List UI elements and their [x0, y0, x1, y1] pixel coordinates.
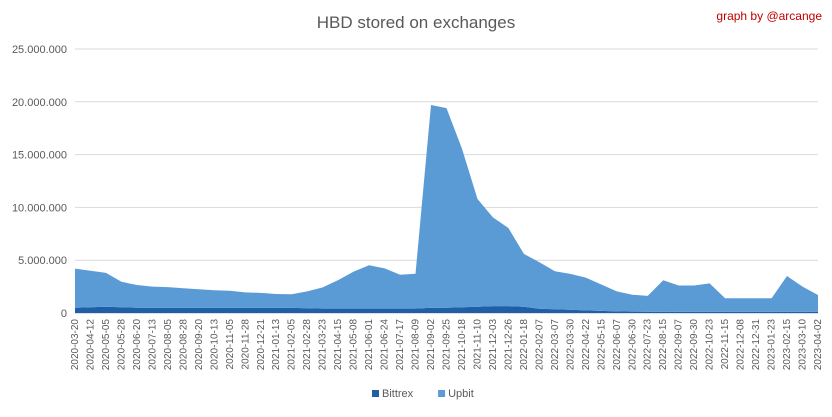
- x-tick-label: 2020-06-20: [132, 319, 143, 371]
- legend-swatch: [438, 390, 446, 397]
- x-tick-label: 2022-01-18: [519, 319, 530, 371]
- x-tick-label: 2023-01-23: [767, 319, 778, 371]
- chart-title: HBD stored on exchanges: [317, 13, 515, 32]
- legend-item-upbit: Upbit: [438, 388, 474, 400]
- x-tick-label: 2023-03-10: [798, 319, 809, 371]
- series-area-bittrex: [75, 306, 818, 313]
- x-tick-label: 2021-02-05: [287, 319, 298, 371]
- y-axis-ticks: 0 5.000.000 10.000.000 15.000.000 20.000.000…: [12, 44, 67, 320]
- x-tick-label: 2022-04-22: [581, 319, 592, 371]
- x-tick-label: 2021-06-01: [364, 319, 375, 371]
- x-tick-label: 2020-05-05: [101, 319, 112, 371]
- y-tick-label: 20.000.000: [12, 97, 67, 109]
- x-axis-ticks: 2020-03-20 2020-04-12 2020-05-05 2020-05-28…: [70, 319, 824, 371]
- x-tick-label: 2020-11-05: [225, 319, 236, 370]
- x-tick-label: 2022-12-08: [736, 319, 747, 371]
- x-tick-label: 2022-10-23: [705, 319, 716, 371]
- x-tick-label: 2021-04-15: [333, 319, 344, 371]
- series-area-upbit: [75, 105, 818, 312]
- x-tick-label: 2022-03-30: [565, 319, 576, 371]
- x-tick-label: 2021-03-23: [318, 319, 329, 371]
- x-tick-label: 2022-03-07: [550, 319, 561, 371]
- legend-label: Bittrex: [382, 388, 414, 400]
- x-tick-label: 2021-08-09: [411, 319, 422, 371]
- x-tick-label: 2022-09-30: [689, 319, 700, 371]
- x-tick-label: 2020-04-12: [86, 319, 97, 371]
- x-tick-label: 2023-04-02: [813, 319, 824, 371]
- x-tick-label: 2020-12-21: [256, 319, 267, 371]
- legend: Bittrex Upbit: [372, 388, 474, 400]
- x-tick-label: 2021-09-02: [426, 319, 437, 371]
- x-tick-label: 2021-02-28: [302, 319, 313, 371]
- y-tick-label: 0: [61, 308, 67, 320]
- x-tick-label: 2021-11-10: [473, 319, 484, 370]
- x-tick-label: 2021-12-26: [503, 319, 514, 371]
- plot-areas: [75, 105, 818, 313]
- x-tick-label: 2021-09-25: [442, 319, 453, 371]
- legend-item-bittrex: Bittrex: [372, 388, 414, 400]
- x-tick-label: 2021-12-03: [488, 319, 499, 371]
- x-tick-label: 2020-08-28: [178, 319, 189, 371]
- x-tick-label: 2022-02-07: [534, 319, 545, 371]
- x-tick-label: 2020-08-05: [163, 319, 174, 371]
- x-tick-label: 2022-06-07: [612, 319, 623, 371]
- x-tick-label: 2022-06-30: [627, 319, 638, 371]
- x-tick-label: 2022-12-31: [751, 319, 762, 371]
- x-tick-label: 2023-02-15: [782, 319, 793, 371]
- x-tick-label: 2020-10-13: [209, 319, 220, 371]
- y-tick-label: 15.000.000: [12, 150, 67, 162]
- x-tick-label: 2020-07-13: [147, 319, 158, 371]
- x-tick-label: 2020-03-20: [70, 319, 81, 371]
- x-tick-label: 2021-10-18: [457, 319, 468, 371]
- x-tick-label: 2022-11-15: [720, 319, 731, 370]
- x-tick-label: 2022-09-07: [674, 319, 685, 371]
- x-tick-label: 2022-05-15: [596, 319, 607, 371]
- legend-swatch: [372, 390, 379, 397]
- x-tick-label: 2020-11-28: [240, 319, 251, 370]
- x-tick-label: 2021-06-24: [380, 319, 391, 371]
- x-tick-label: 2020-05-28: [116, 319, 127, 371]
- chart-credit: graph by @arcange: [716, 9, 822, 23]
- y-tick-label: 25.000.000: [12, 44, 67, 56]
- x-tick-label: 2021-07-17: [395, 319, 406, 371]
- x-tick-label: 2021-01-13: [271, 319, 282, 371]
- y-tick-label: 5.000.000: [18, 255, 67, 267]
- x-tick-label: 2022-07-23: [643, 319, 654, 371]
- y-tick-label: 10.000.000: [12, 202, 67, 214]
- x-tick-label: 2022-08-15: [658, 319, 669, 371]
- x-tick-label: 2021-05-08: [349, 319, 360, 371]
- legend-label: Upbit: [448, 388, 474, 400]
- x-tick-label: 2020-09-20: [194, 319, 205, 371]
